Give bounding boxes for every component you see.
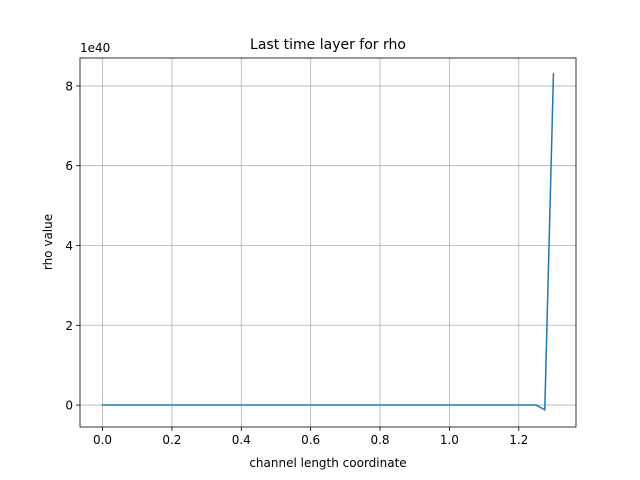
- x-tick-label: 1.0: [440, 433, 459, 447]
- series-layer: [101, 73, 555, 411]
- x-tick-label: 0.0: [93, 433, 112, 447]
- axes-frame: [79, 57, 577, 428]
- y-tick-label: 8: [65, 79, 73, 93]
- y-tick-label: 2: [65, 319, 73, 333]
- y-offset-label: 1e40: [80, 41, 110, 55]
- grid: [80, 58, 576, 427]
- x-tick-label: 0.2: [162, 433, 181, 447]
- x-tick-label: 0.8: [370, 433, 389, 447]
- x-tick-label: 0.6: [301, 433, 320, 447]
- x-tick-label: 0.4: [232, 433, 251, 447]
- x-tick-label: 1.2: [509, 433, 528, 447]
- y-tick-label: 0: [65, 399, 73, 413]
- ticks: 0.0 0.2 0.4 0.6 0.8 1.0 1.2 0 2 4 6 8: [65, 79, 528, 447]
- y-tick-label: 6: [65, 159, 73, 173]
- y-axis-label: rho value: [41, 214, 55, 270]
- series-line: [101, 73, 555, 411]
- chart-title: Last time layer for rho: [250, 37, 406, 53]
- y-tick-label: 4: [65, 239, 73, 253]
- x-axis-label: channel length coordinate: [249, 456, 406, 470]
